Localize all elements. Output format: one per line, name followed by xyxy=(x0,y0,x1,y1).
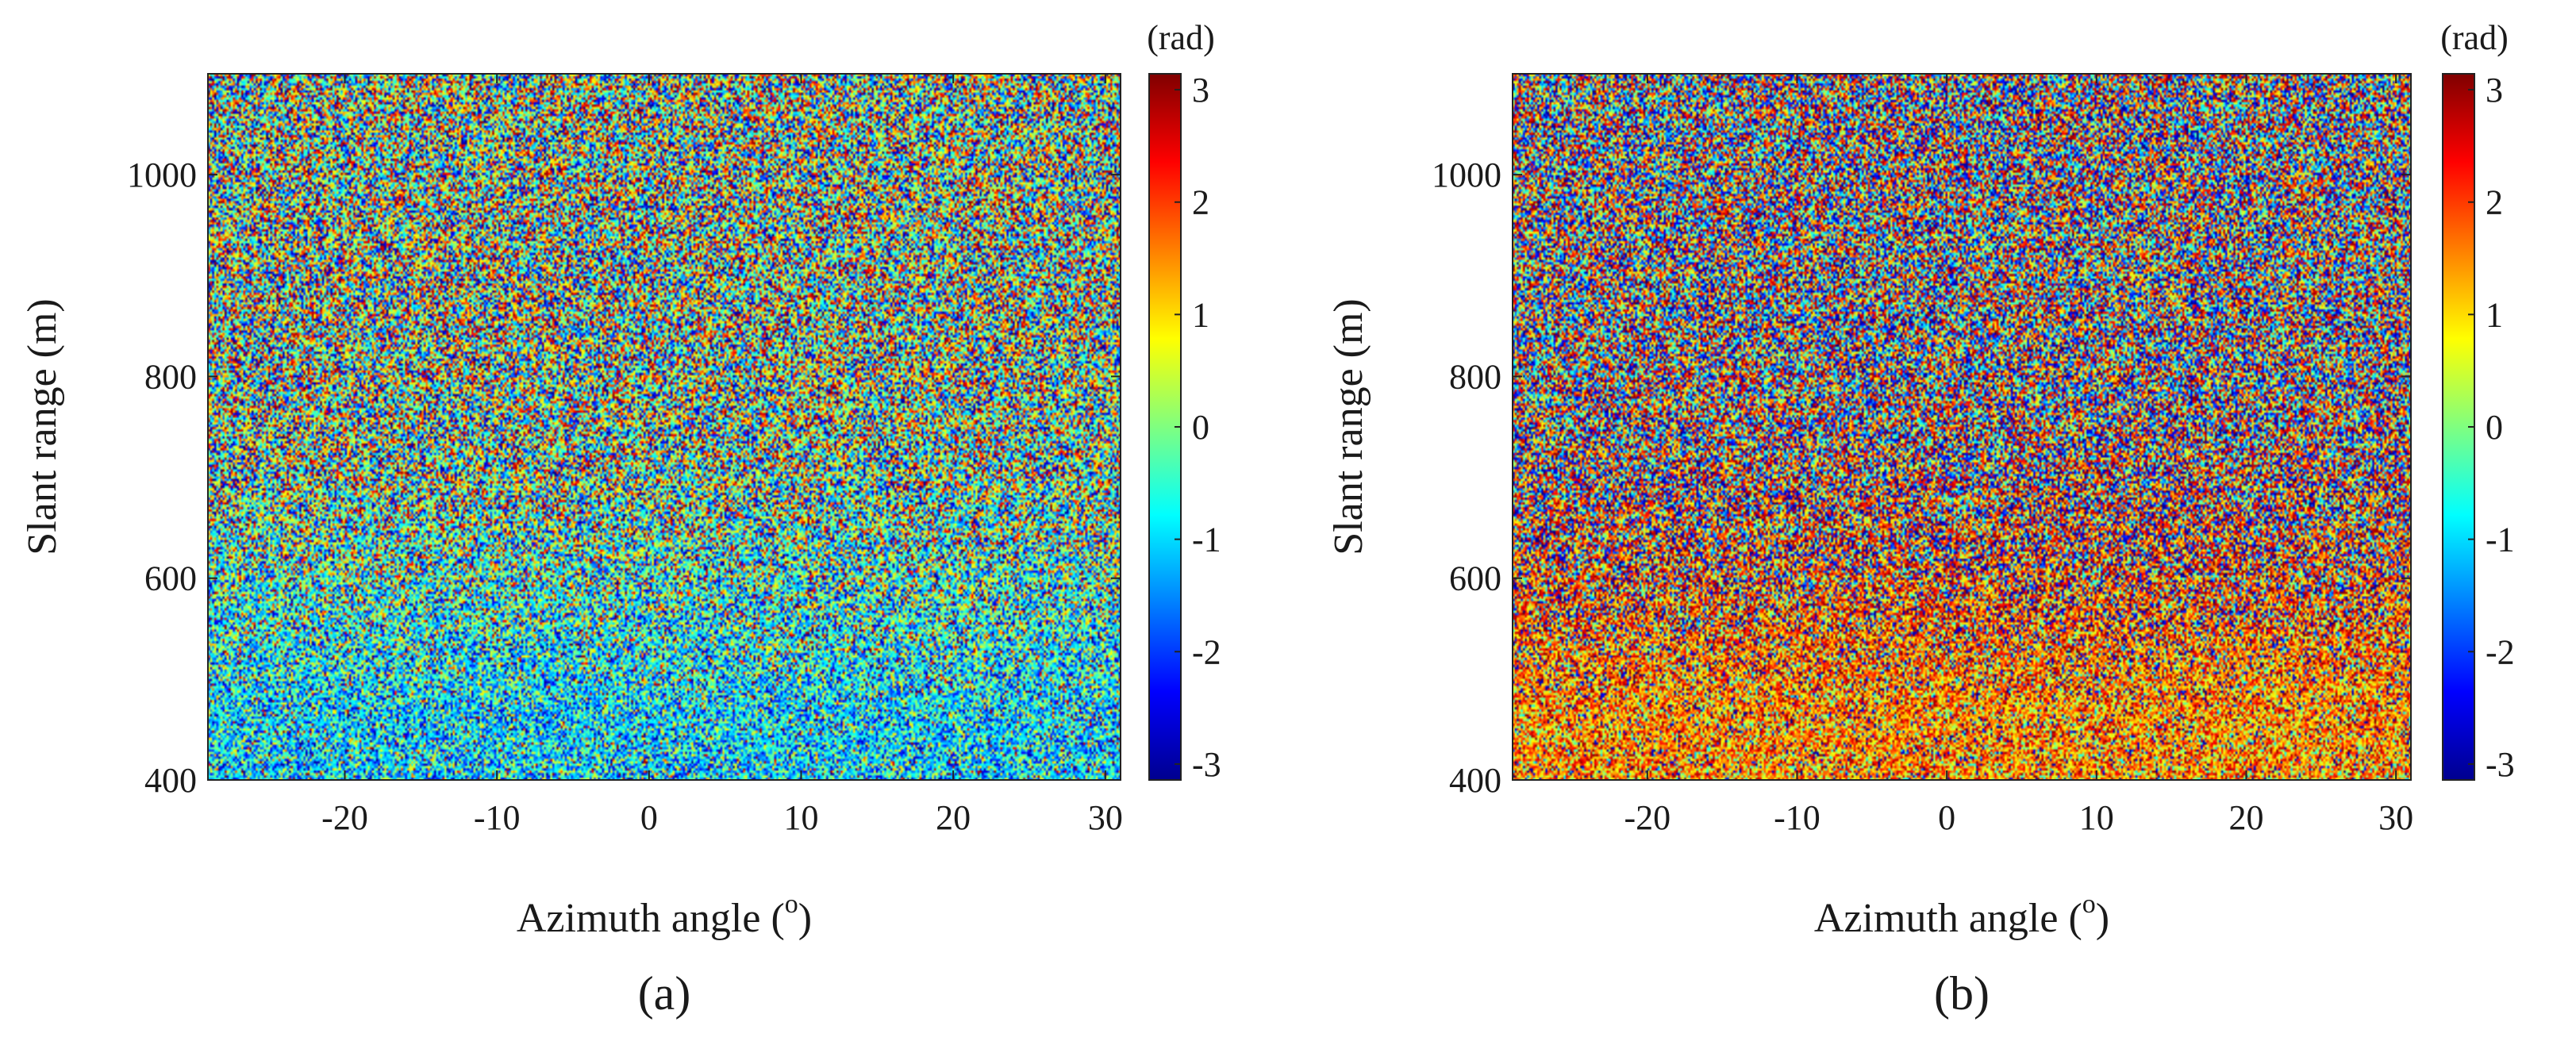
x-ticks-a: -20 -10 0 10 20 30 xyxy=(321,74,1123,837)
panel-label-a: (a) xyxy=(638,967,691,1020)
y-ticks-a: 400 600 800 1000 xyxy=(127,156,1121,800)
panel-label-b: (b) xyxy=(1934,967,1990,1020)
colorbar-tick-label: 1 xyxy=(2486,295,2503,334)
y-tick-label: 400 xyxy=(1449,761,1501,800)
colorbar-tick-label: 2 xyxy=(2486,183,2503,222)
plot-frame-b xyxy=(1512,73,2412,781)
colorbar-tick-label: -3 xyxy=(2486,745,2515,784)
colorbar-tick-label: -2 xyxy=(2486,632,2515,671)
colorbar-unit-b: (rad) xyxy=(2440,18,2509,57)
colorbar-tick-label: 2 xyxy=(1192,183,1209,222)
colorbar-tick-label: -1 xyxy=(2486,520,2515,559)
y-tick-label: 800 xyxy=(144,357,197,396)
colorbar-tick-label: -2 xyxy=(1192,632,1221,671)
plot-frame-a xyxy=(207,73,1121,781)
phase-heatmap-a xyxy=(208,74,1121,780)
x-tick-label: 30 xyxy=(1088,798,1123,837)
colorbar-tick-label: 0 xyxy=(1192,408,1209,447)
x-tick-label: -10 xyxy=(1774,798,1821,837)
x-tick-label: 0 xyxy=(1938,798,1955,837)
x-tick-label: 10 xyxy=(784,798,819,837)
y-axis-label-a: Slant range (m) xyxy=(20,298,65,555)
colorbar-tick-label: -1 xyxy=(1192,520,1221,559)
y-tick-label: 600 xyxy=(144,559,197,598)
x-axis-label-a: Azimuth angle (o) xyxy=(517,889,812,941)
colorbar-unit-a: (rad) xyxy=(1147,18,1215,57)
colorbar-ticks-b: -3 -2 -1 0 1 2 3 xyxy=(2468,71,2515,784)
colorbar-tick-label: -3 xyxy=(1192,745,1221,784)
x-tick-label: 30 xyxy=(2378,798,2413,837)
y-tick-label: 1000 xyxy=(127,156,197,194)
colorbar-tick-label: 3 xyxy=(2486,71,2503,109)
y-tick-label: 800 xyxy=(1449,357,1501,396)
x-tick-label: -10 xyxy=(474,798,521,837)
x-tick-label: -20 xyxy=(321,798,368,837)
x-tick-label: 20 xyxy=(2228,798,2263,837)
colorbar-tick-label: 1 xyxy=(1192,295,1209,334)
x-tick-label: 0 xyxy=(640,798,658,837)
x-axis-label-b: Azimuth angle (o) xyxy=(1814,889,2109,941)
x-tick-label: 20 xyxy=(936,798,971,837)
phase-heatmap-b xyxy=(1513,74,2411,780)
colorbar-tick-label: 3 xyxy=(1192,71,1209,109)
x-tick-label: -20 xyxy=(1624,798,1671,837)
y-axis-label-b: Slant range (m) xyxy=(1326,298,1371,555)
x-ticks-b: -20 -10 0 10 20 30 xyxy=(1624,74,2413,837)
y-tick-label: 600 xyxy=(1449,559,1501,598)
y-ticks-b: 400 600 800 1000 xyxy=(1432,156,2411,800)
y-tick-label: 400 xyxy=(144,761,197,800)
colorbar-ticks-a: -3 -2 -1 0 1 2 3 xyxy=(1175,71,1221,784)
y-tick-label: 1000 xyxy=(1432,156,1501,194)
colorbar-tick-label: 0 xyxy=(2486,408,2503,447)
x-tick-label: 10 xyxy=(2079,798,2114,837)
